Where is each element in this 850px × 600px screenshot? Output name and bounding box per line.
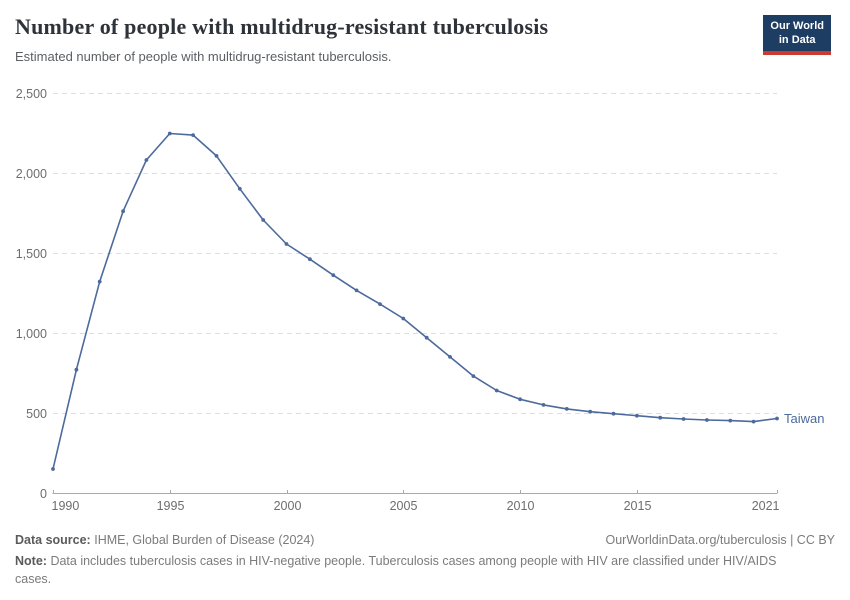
data-point-marker (658, 415, 663, 420)
data-point-marker (471, 374, 476, 378)
data-point-marker (378, 302, 382, 306)
data-point-marker (261, 218, 266, 222)
note-label: Note: (15, 554, 47, 569)
owid-logo-line1: Our World (770, 20, 824, 32)
data-point-marker (97, 279, 102, 284)
data-point-marker (751, 419, 756, 424)
y-tick-label: 500 (26, 407, 47, 421)
note-line: Note: Data includes tuberculosis cases i… (15, 552, 810, 588)
data-point-marker (611, 411, 616, 416)
y-tick-label: 1,000 (16, 327, 47, 341)
data-point-marker (448, 355, 452, 359)
data-point-marker (74, 367, 79, 372)
y-tick-label: 2,500 (16, 87, 47, 101)
data-point-marker (121, 209, 125, 214)
data-point-marker (308, 257, 312, 262)
y-tick-label: 0 (40, 487, 47, 501)
data-point-marker (541, 403, 546, 407)
owid-logo-line2: in Data (778, 34, 816, 47)
x-tick-label: 1990 (52, 499, 80, 513)
owid-logo: Our World in Data (763, 15, 831, 55)
data-point-marker (494, 388, 499, 393)
x-tick-label: 2010 (507, 499, 535, 513)
data-point-marker (635, 413, 639, 418)
data-point-marker (191, 133, 196, 138)
data-point-marker (237, 186, 242, 191)
data-point-marker (564, 407, 569, 411)
x-tick-label: 2021 (752, 499, 780, 513)
x-tick-label: 2005 (390, 499, 418, 513)
x-tick-label: 2000 (274, 499, 302, 513)
series-end-label: Taiwan (784, 411, 824, 426)
data-source-line: Data source: IHME, Global Burden of Dise… (15, 531, 314, 549)
chart-subtitle: Estimated number of people with multidru… (15, 49, 392, 64)
data-point-marker (775, 416, 779, 421)
data-point-marker (681, 417, 686, 421)
data-point-marker (284, 242, 289, 246)
data-point-marker (728, 418, 733, 423)
line-chart: 0 500 1,000 1,500 2,000 2,500 1990 1995 2000 2005… (16, 87, 825, 513)
data-point-marker (214, 154, 219, 158)
data-point-marker (588, 409, 593, 414)
data-point-marker (51, 467, 55, 471)
data-point-marker (354, 288, 359, 293)
footer: Data source: IHME, Global Burden of Dise… (15, 531, 835, 588)
data-point-marker (424, 335, 429, 340)
y-tick-label: 2,000 (16, 167, 47, 181)
x-tick-label: 2015 (624, 499, 652, 513)
x-tick-label: 1995 (157, 499, 185, 513)
data-point-marker (401, 316, 406, 321)
series-line (52, 132, 778, 470)
page-title: Number of people with multidrug-resistan… (15, 14, 549, 39)
footer-link: OurWorldinData.org/tuberculosis | CC BY (605, 533, 836, 547)
data-point-marker (518, 397, 522, 402)
note-text: Data includes tuberculosis cases in HIV-… (15, 554, 777, 587)
data-point-marker (331, 273, 336, 278)
data-source-label: Data source: (15, 533, 91, 547)
data-source-value: IHME, Global Burden of Disease (2024) (94, 533, 315, 547)
data-point-marker (144, 158, 149, 162)
data-point-marker (167, 131, 172, 136)
data-point-marker (705, 418, 709, 422)
y-tick-label: 1,500 (16, 247, 47, 261)
